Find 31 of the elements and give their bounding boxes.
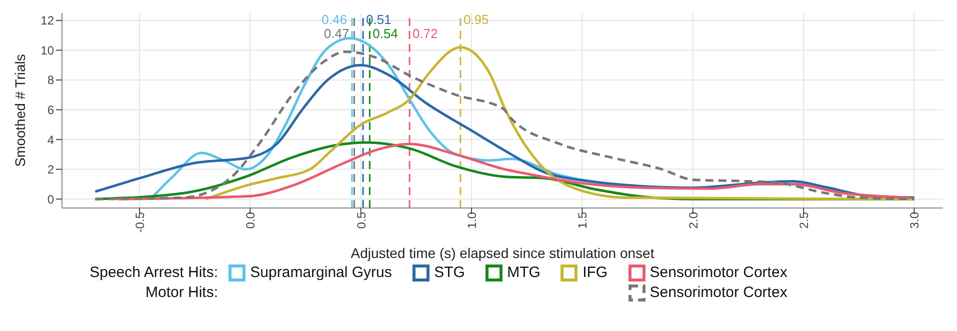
y-tick-label: 12 <box>40 14 54 28</box>
legend-label: Sensorimotor Cortex <box>648 264 788 282</box>
ref-line-label: 0.47 <box>324 26 350 41</box>
x-tick-label: 2.0 <box>686 212 700 229</box>
y-tick-label: 8 <box>47 73 54 88</box>
legend-label: Supramarginal Gyrus <box>249 264 392 282</box>
ref-line-label: 0.51 <box>366 12 392 27</box>
x-tick-label: 0.5 <box>354 212 368 229</box>
x-tick-label: 1.5 <box>576 212 590 229</box>
ref-line-label: 0.72 <box>412 26 438 41</box>
y-tick-label: 4 <box>47 132 54 147</box>
y-tick-label: 2 <box>47 162 54 177</box>
y-tick-label: 0 <box>47 192 54 206</box>
ref-line-label: 0.46 <box>322 12 347 27</box>
x-tick-label: 1.0 <box>465 212 480 229</box>
x-tick-label: -0.5 <box>132 212 147 233</box>
y-axis-title: Smoothed # Trials <box>12 54 28 167</box>
y-tick-label: 6 <box>47 103 54 118</box>
ref-line-label: 0.95 <box>463 12 489 27</box>
legend-label: STG <box>433 264 465 282</box>
legend-label: IFG <box>582 264 608 282</box>
x-tick-label: 3.0 <box>908 212 922 229</box>
legend-title: Speech Arrest Hits: <box>88 264 218 282</box>
ref-line-label: 0.54 <box>372 26 398 41</box>
y-tick-label: 10 <box>40 43 54 58</box>
text: Motor Hits: <box>144 284 218 302</box>
legend-label: Sensorimotor Cortex <box>648 284 788 302</box>
x-tick-label: 2.5 <box>797 212 812 229</box>
legend-label: MTG <box>506 264 540 282</box>
x-tick-label: 0.0 <box>244 212 258 229</box>
x-axis-title: Adjusted time (s) elapsed since stimulation onset <box>350 244 656 262</box>
